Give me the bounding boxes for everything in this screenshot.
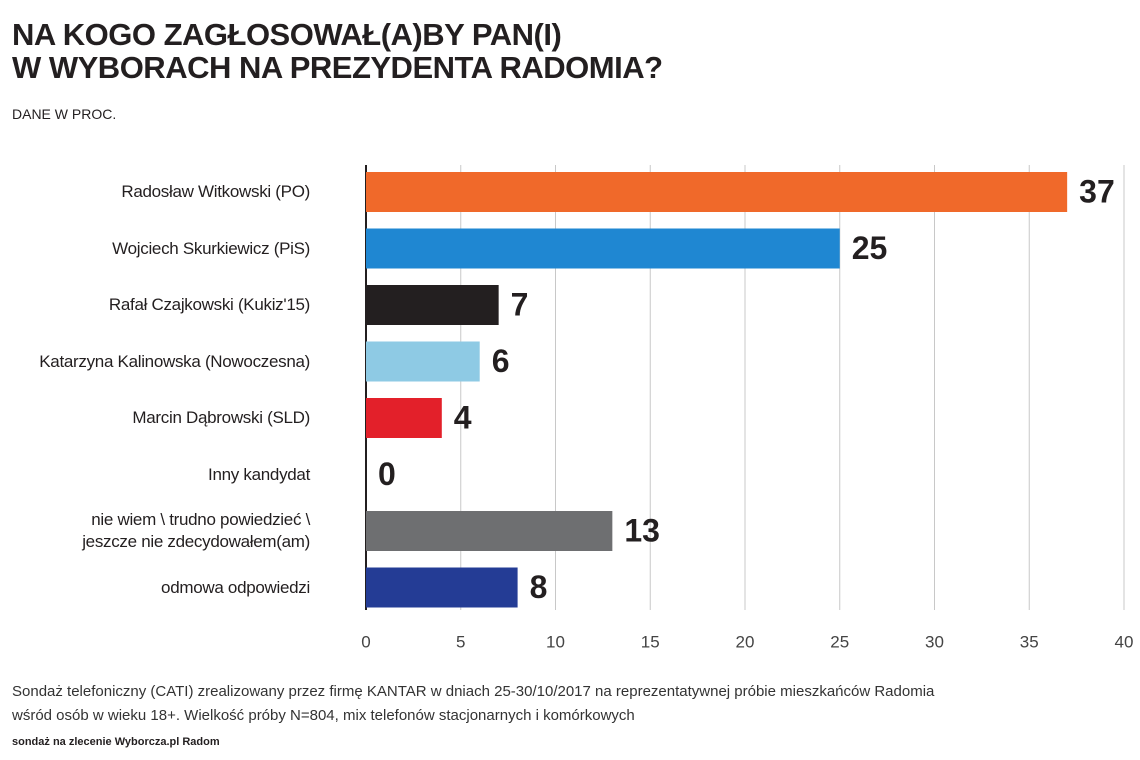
category-label: nie wiem \ trudno powiedzieć \ jeszcze n… bbox=[82, 510, 310, 551]
x-tick-label: 0 bbox=[361, 632, 370, 651]
category-label: Rafał Czajkowski (Kukiz'15) bbox=[108, 295, 310, 314]
category-label: Marcin Dąbrowski (SLD) bbox=[132, 408, 310, 427]
value-label: 6 bbox=[492, 343, 510, 379]
chart-title: NA KOGO ZAGŁOSOWAŁ(A)BY PAN(I) W WYBORAC… bbox=[12, 17, 663, 85]
bar bbox=[366, 228, 840, 269]
x-tick-label: 10 bbox=[546, 632, 565, 651]
bar bbox=[366, 341, 480, 382]
category-label: Radosław Witkowski (PO) bbox=[121, 182, 310, 201]
value-label: 37 bbox=[1079, 173, 1115, 209]
value-label: 13 bbox=[624, 512, 660, 548]
x-tick-label: 15 bbox=[641, 632, 660, 651]
category-label: Katarzyna Kalinowska (Nowoczesna) bbox=[39, 351, 310, 371]
bar bbox=[366, 398, 442, 438]
bar bbox=[366, 285, 499, 325]
x-tick-label: 20 bbox=[736, 632, 755, 651]
note: Sondaż telefoniczny (CATI) zrealizowany … bbox=[12, 683, 935, 724]
x-tick-label: 30 bbox=[925, 632, 944, 651]
category-label: Inny kandydat bbox=[208, 464, 310, 484]
category-label: odmowa odpowiedzi bbox=[161, 577, 310, 597]
value-label: 25 bbox=[852, 230, 888, 266]
chart-subtitle: DANE W PROC. bbox=[12, 106, 117, 122]
x-tick-label: 25 bbox=[830, 632, 849, 651]
x-tick-label: 5 bbox=[456, 632, 465, 651]
bar bbox=[366, 511, 613, 551]
value-label: 4 bbox=[454, 399, 472, 435]
value-label: 8 bbox=[530, 569, 548, 605]
value-label: 7 bbox=[511, 286, 529, 322]
value-label: 0 bbox=[378, 456, 396, 492]
x-tick-label: 35 bbox=[1020, 632, 1039, 651]
x-tick-label: 40 bbox=[1115, 632, 1134, 651]
bar bbox=[366, 172, 1068, 212]
category-label: Wojciech Skurkiewicz (PiS) bbox=[112, 238, 310, 258]
bar bbox=[366, 567, 518, 608]
source: sondaż na zlecenie Wyborcza.pl Radom bbox=[12, 736, 220, 748]
